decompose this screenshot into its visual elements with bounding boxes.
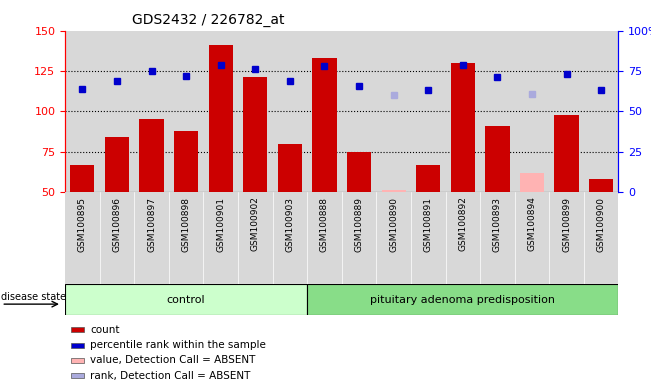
Text: GSM100890: GSM100890 — [389, 197, 398, 252]
Bar — [312, 58, 337, 192]
Text: GSM100895: GSM100895 — [78, 197, 87, 252]
Text: GSM100894: GSM100894 — [527, 197, 536, 252]
Bar — [549, 192, 584, 284]
Text: GSM100891: GSM100891 — [424, 197, 433, 252]
Bar — [584, 31, 618, 192]
Bar — [445, 31, 480, 192]
Bar — [515, 192, 549, 284]
Text: GSM100893: GSM100893 — [493, 197, 502, 252]
Text: GSM100900: GSM100900 — [597, 197, 605, 252]
Bar — [411, 31, 445, 192]
Text: control: control — [167, 295, 206, 305]
Bar — [278, 144, 302, 192]
Text: value, Detection Call = ABSENT: value, Detection Call = ABSENT — [90, 356, 255, 366]
Bar — [555, 114, 579, 192]
Bar — [139, 119, 163, 192]
Bar — [342, 31, 376, 192]
Text: GSM100899: GSM100899 — [562, 197, 571, 252]
Bar — [584, 192, 618, 284]
Bar — [203, 192, 238, 284]
Text: GSM100889: GSM100889 — [355, 197, 363, 252]
Bar — [169, 192, 203, 284]
Bar — [416, 165, 440, 192]
Bar — [411, 192, 445, 284]
Bar — [381, 190, 406, 192]
Bar — [549, 31, 584, 192]
Bar — [134, 192, 169, 284]
Bar — [589, 179, 613, 192]
Bar — [134, 31, 169, 192]
Text: disease state: disease state — [1, 292, 66, 302]
Bar — [203, 31, 238, 192]
Text: count: count — [90, 325, 120, 335]
Bar — [174, 131, 199, 192]
Bar — [65, 284, 307, 315]
Bar — [307, 284, 618, 315]
Text: GSM100897: GSM100897 — [147, 197, 156, 252]
Bar — [238, 31, 273, 192]
Bar — [105, 137, 129, 192]
Bar — [445, 192, 480, 284]
Bar — [515, 31, 549, 192]
Bar — [208, 45, 233, 192]
Text: pituitary adenoma predisposition: pituitary adenoma predisposition — [370, 295, 555, 305]
Bar — [347, 152, 371, 192]
Bar — [243, 78, 268, 192]
Bar — [70, 165, 94, 192]
Bar — [71, 343, 85, 348]
Bar — [376, 192, 411, 284]
Bar — [100, 31, 134, 192]
Text: GSM100888: GSM100888 — [320, 197, 329, 252]
Bar — [480, 31, 515, 192]
Bar — [485, 126, 510, 192]
Bar — [169, 31, 203, 192]
Bar — [480, 192, 515, 284]
Bar — [307, 31, 342, 192]
Bar — [71, 373, 85, 378]
Bar — [307, 192, 342, 284]
Text: GDS2432 / 226782_at: GDS2432 / 226782_at — [132, 13, 284, 27]
Text: GSM100896: GSM100896 — [113, 197, 122, 252]
Bar — [342, 192, 376, 284]
Text: GSM100898: GSM100898 — [182, 197, 191, 252]
Bar — [238, 192, 273, 284]
Bar — [520, 173, 544, 192]
Bar — [273, 31, 307, 192]
Bar — [100, 192, 134, 284]
Text: GSM100903: GSM100903 — [285, 197, 294, 252]
Text: GSM100892: GSM100892 — [458, 197, 467, 252]
Bar — [65, 192, 100, 284]
Bar — [273, 192, 307, 284]
Text: rank, Detection Call = ABSENT: rank, Detection Call = ABSENT — [90, 371, 251, 381]
Bar — [450, 63, 475, 192]
Bar — [65, 31, 100, 192]
Bar — [71, 358, 85, 363]
Text: GSM100902: GSM100902 — [251, 197, 260, 252]
Text: GSM100901: GSM100901 — [216, 197, 225, 252]
Bar — [71, 327, 85, 332]
Text: percentile rank within the sample: percentile rank within the sample — [90, 340, 266, 350]
Bar — [376, 31, 411, 192]
